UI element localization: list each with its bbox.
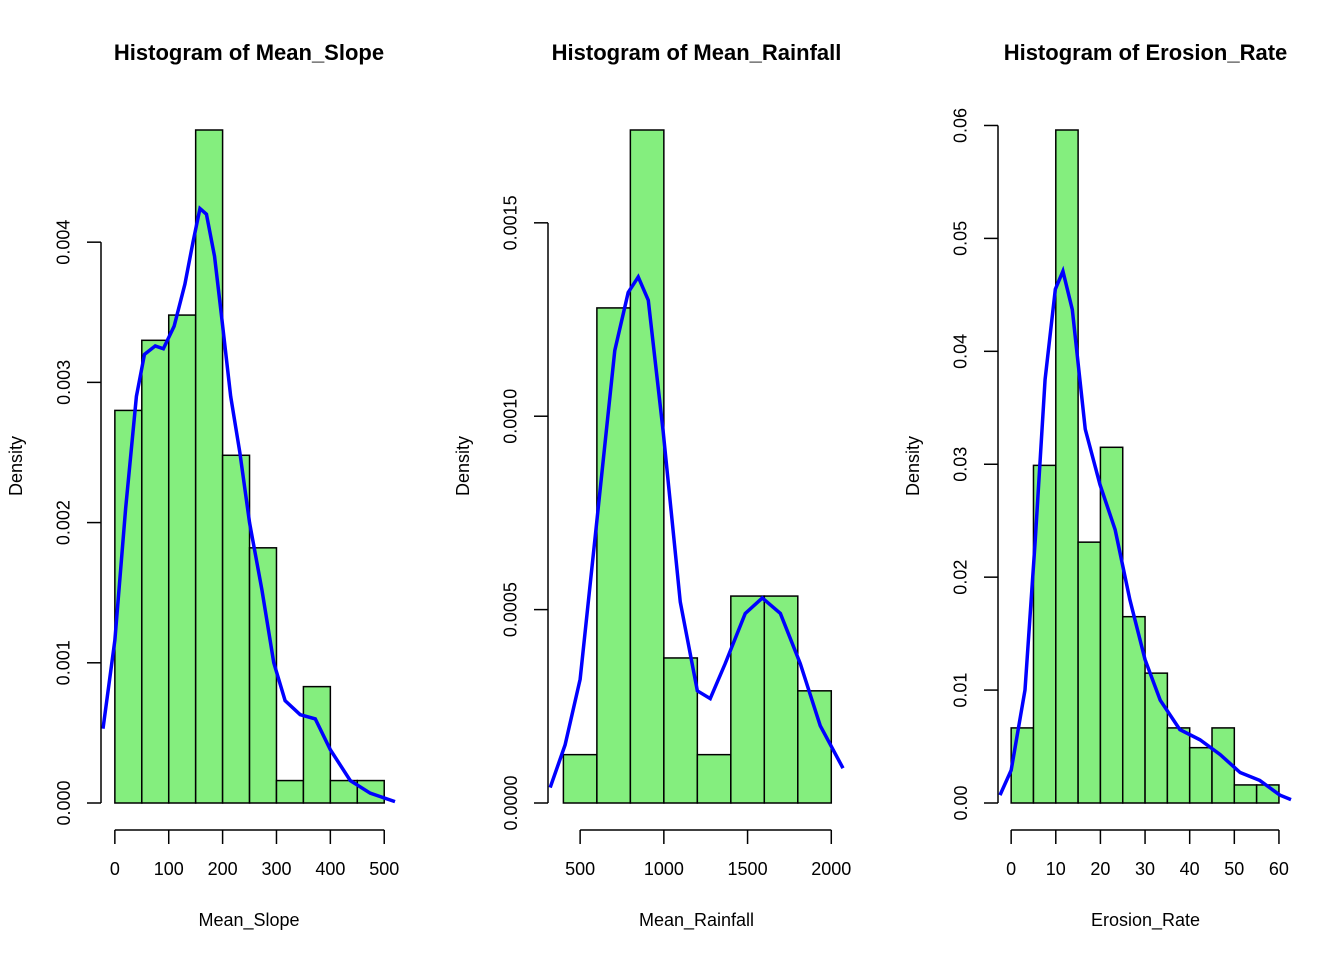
x-tick-label: 0 (1006, 859, 1016, 879)
x-axis-label: Mean_Rainfall (639, 910, 754, 931)
bar (1077, 541, 1102, 804)
x-tick-label: 10 (1046, 859, 1066, 879)
y-tick-label: 0.001 (54, 640, 74, 685)
y-tick-label: 0.01 (951, 673, 971, 708)
x-tick-label: 300 (261, 859, 291, 879)
x-tick-label: 20 (1090, 859, 1110, 879)
y-tick-label: 0.003 (54, 360, 74, 405)
y-tick-label: 0.000 (54, 780, 74, 825)
bar (696, 753, 732, 804)
x-tick-label: 200 (208, 859, 238, 879)
y-axis-label: Density (903, 436, 923, 496)
bar (629, 129, 665, 804)
bar (663, 657, 699, 804)
bar (596, 307, 632, 804)
bar (763, 595, 799, 804)
y-tick-label: 0.0000 (501, 775, 521, 830)
bar (1233, 784, 1258, 804)
y-tick-label: 0.002 (54, 500, 74, 545)
y-tick-label: 0.04 (951, 334, 971, 369)
y-tick-label: 0.00 (951, 785, 971, 820)
x-tick-label: 400 (315, 859, 345, 879)
y-axis-label: Density (453, 436, 473, 496)
x-tick-label: 0 (110, 859, 120, 879)
bar (1010, 727, 1035, 804)
y-tick-label: 0.06 (951, 108, 971, 143)
x-tick-label: 60 (1269, 859, 1289, 879)
x-tick-label: 500 (565, 859, 595, 879)
bar (1188, 746, 1213, 804)
x-axis-label: Erosion_Rate (1091, 910, 1200, 931)
x-tick-label: 500 (369, 859, 399, 879)
y-tick-label: 0.0010 (501, 389, 521, 444)
bar (221, 454, 251, 804)
y-tick-label: 0.0015 (501, 195, 521, 250)
bar (1166, 727, 1191, 804)
chart-title: Histogram of Erosion_Rate (1004, 40, 1288, 65)
x-tick-label: 1500 (728, 859, 768, 879)
bar (562, 753, 598, 804)
bar (167, 314, 197, 804)
y-tick-label: 0.02 (951, 560, 971, 595)
x-tick-label: 40 (1180, 859, 1200, 879)
density-curve (548, 273, 845, 789)
x-tick-label: 100 (154, 859, 184, 879)
x-tick-label: 2000 (811, 859, 851, 879)
x-tick-label: 1000 (644, 859, 684, 879)
density-curve (998, 265, 1292, 802)
bar (1055, 129, 1079, 804)
bar (302, 685, 332, 804)
x-tick-label: 30 (1135, 859, 1155, 879)
y-tick-label: 0.03 (951, 447, 971, 482)
chart-title: Histogram of Mean_Slope (114, 40, 384, 65)
y-tick-label: 0.05 (951, 221, 971, 256)
x-tick-label: 50 (1224, 859, 1244, 879)
density-curve (101, 205, 396, 804)
bar (141, 339, 170, 804)
bar (730, 595, 766, 804)
y-axis-label: Density (6, 436, 26, 496)
y-tick-label: 0.0005 (501, 582, 521, 637)
x-axis-label: Mean_Slope (198, 910, 299, 931)
bar (194, 129, 224, 804)
y-tick-label: 0.004 (54, 220, 74, 265)
bar (275, 779, 305, 804)
chart-title: Histogram of Mean_Rainfall (552, 40, 842, 65)
